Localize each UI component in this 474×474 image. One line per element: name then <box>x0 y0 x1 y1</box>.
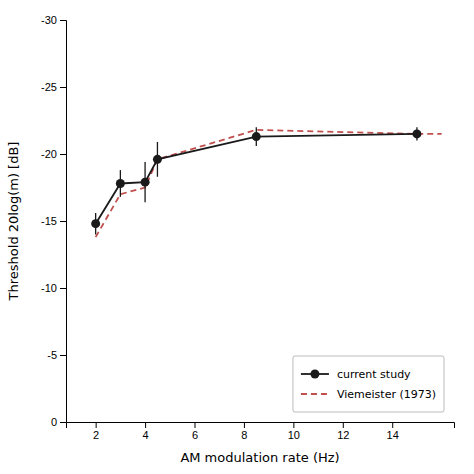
tick: 8 <box>241 422 247 441</box>
tick-mark <box>60 154 66 155</box>
tick-label: 12 <box>337 429 349 441</box>
tick: 2 <box>93 422 99 441</box>
legend-item: current study <box>301 368 411 381</box>
tick-mark <box>60 355 66 356</box>
tick: -20 <box>41 148 66 160</box>
tick: -15 <box>41 215 66 227</box>
axis-line <box>67 423 455 429</box>
x-axis: 2 4 6 8 10 12 14 <box>67 422 455 441</box>
data-group <box>91 127 441 237</box>
tick: 0 <box>51 416 66 428</box>
tick-mark <box>145 422 146 428</box>
legend-marker <box>310 370 319 379</box>
tick: -30 <box>41 14 66 26</box>
tick-label: -30 <box>41 14 57 26</box>
tick-label: 2 <box>93 429 99 441</box>
tick: 4 <box>143 422 149 441</box>
tick-label: -20 <box>41 148 57 160</box>
point <box>252 132 261 141</box>
tick-label: 8 <box>241 429 247 441</box>
chart: 2 4 6 8 10 12 14 0 -5 -10 -15 -20 -25 -30 current stud… <box>0 0 474 474</box>
y-axis: 0 -5 -10 -15 -20 -25 -30 <box>41 14 66 428</box>
tick: -25 <box>41 81 66 93</box>
plot-area: 2 4 6 8 10 12 14 0 -5 -10 -15 -20 -25 -30 current stud… <box>41 14 454 441</box>
legend: current study Viemeister (1973) <box>293 356 444 412</box>
tick-label: 14 <box>387 429 399 441</box>
tick-mark <box>244 422 245 428</box>
tick: -10 <box>41 282 66 294</box>
point <box>141 178 150 187</box>
tick-mark <box>60 422 66 423</box>
tick: 6 <box>192 422 198 441</box>
point <box>153 155 162 164</box>
tick-mark <box>293 422 294 428</box>
tick-label: 6 <box>192 429 198 441</box>
tick: 12 <box>337 422 349 441</box>
tick-mark <box>392 422 393 428</box>
tick-mark <box>60 288 66 289</box>
point <box>412 129 421 138</box>
tick-mark <box>60 221 66 222</box>
line <box>96 134 417 224</box>
y-axis-title: Threshold 20log(m) [dB] <box>6 142 21 302</box>
axis-line <box>60 21 67 423</box>
tick-mark <box>195 422 196 428</box>
x-axis-title: AM modulation rate (Hz) <box>180 450 339 465</box>
tick-mark <box>60 20 66 21</box>
tick-label: 0 <box>51 416 57 428</box>
legend-label: Viemeister (1973) <box>337 388 436 401</box>
tick: -5 <box>47 349 66 361</box>
tick: 14 <box>387 422 399 441</box>
tick-mark <box>96 422 97 428</box>
tick-label: 4 <box>143 429 149 441</box>
legend-label: current study <box>337 368 411 381</box>
legend-swatch <box>301 393 329 395</box>
legend-box <box>293 356 444 412</box>
tick-label: 10 <box>288 429 300 441</box>
tick-mark <box>343 422 344 428</box>
tick-label: -25 <box>41 81 57 93</box>
point <box>91 219 100 228</box>
series <box>91 127 421 234</box>
series <box>96 130 442 237</box>
legend-item: Viemeister (1973) <box>301 388 436 401</box>
point <box>116 179 125 188</box>
tick-label: -10 <box>41 282 57 294</box>
tick-label: -5 <box>47 349 57 361</box>
tick: 10 <box>288 422 300 441</box>
tick-mark <box>60 87 66 88</box>
tick-label: -15 <box>41 215 57 227</box>
line <box>96 130 442 237</box>
